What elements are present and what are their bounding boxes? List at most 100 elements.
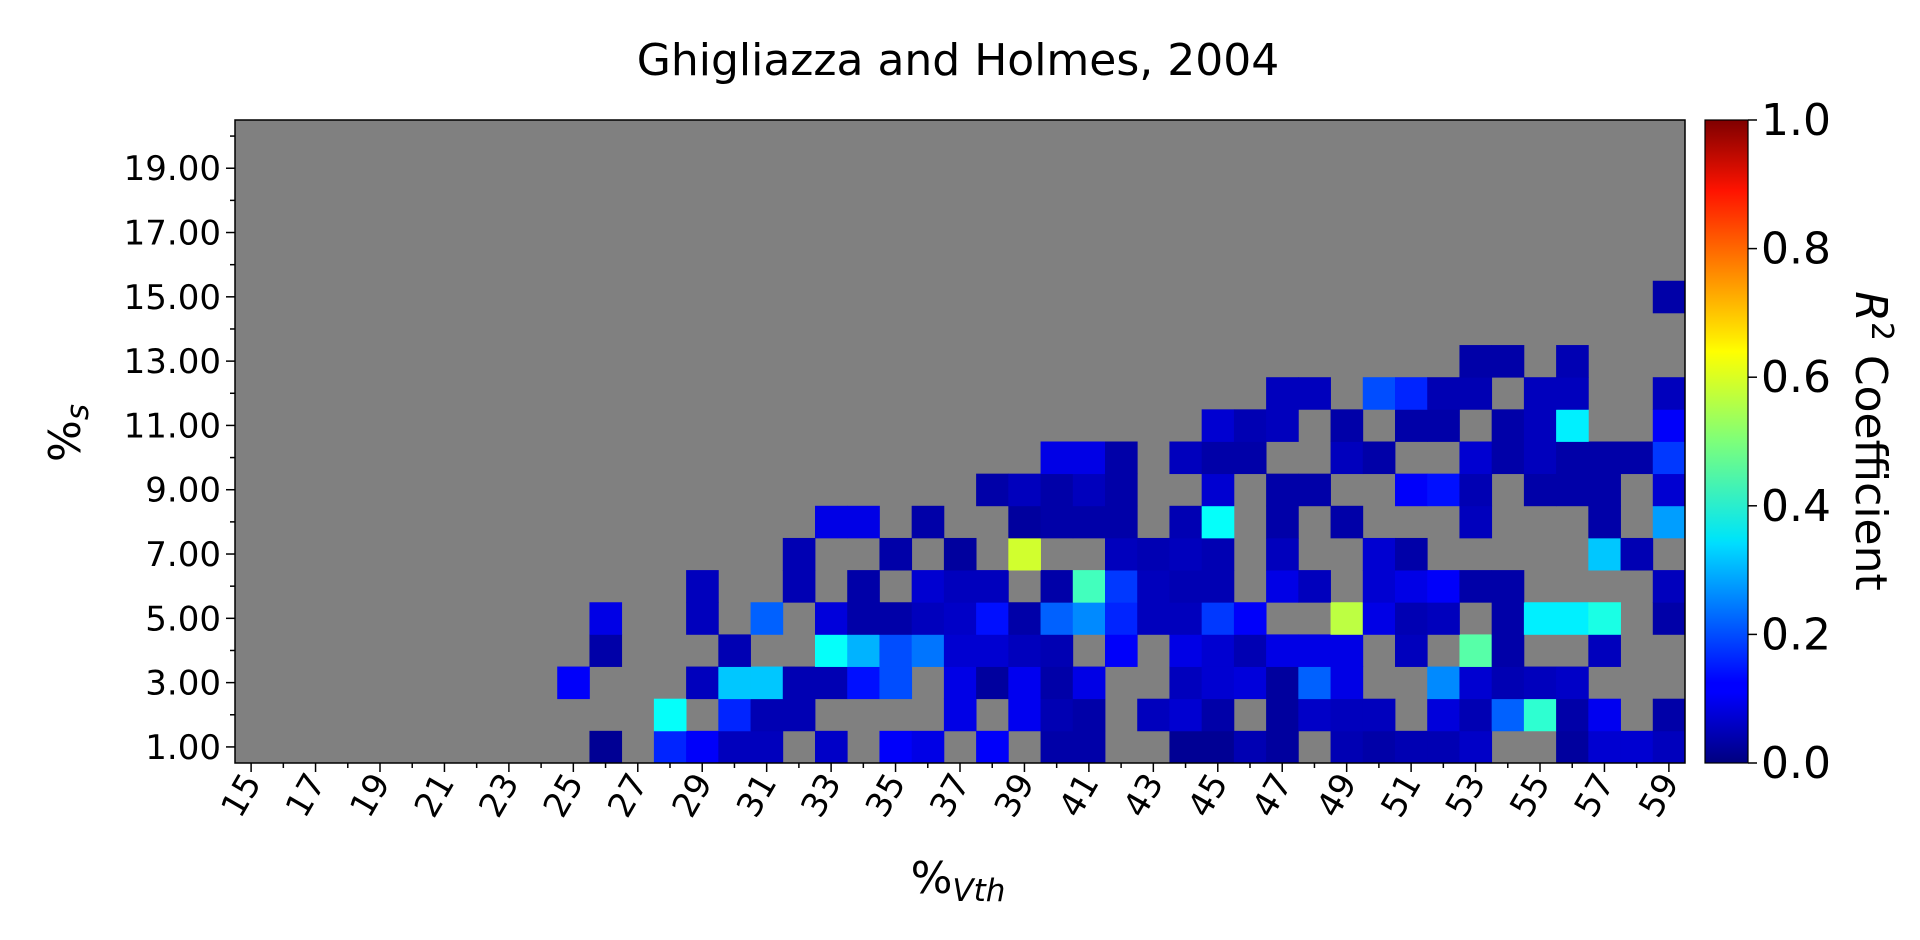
x-tick-label: 43 (1116, 767, 1172, 824)
heatmap-cell (1395, 537, 1428, 571)
heatmap-cell (1072, 602, 1106, 635)
heatmap-cell (1652, 730, 1686, 764)
heatmap-cell (1201, 698, 1235, 732)
heatmap-cell (1298, 634, 1331, 667)
heatmap-cell (782, 570, 816, 603)
heatmap-cell (1523, 602, 1557, 635)
x-tick-label: 35 (858, 767, 914, 824)
heatmap-cell (1201, 666, 1235, 700)
heatmap-cell (1298, 377, 1331, 410)
heatmap-cell (1233, 441, 1267, 475)
heatmap-cell (1491, 409, 1525, 442)
x-tick-label: 53 (1438, 767, 1494, 824)
heatmap-cell (911, 505, 945, 539)
heatmap-cell (718, 634, 751, 667)
heatmap-cell (1588, 634, 1621, 667)
heatmap-cell (1395, 570, 1428, 603)
heatmap-cell (1137, 698, 1170, 732)
x-tick-label: 51 (1373, 767, 1429, 824)
y-tick-label: 17.00 (124, 214, 221, 254)
heatmap-cell (1201, 473, 1235, 507)
heatmap-cell (1427, 377, 1460, 410)
heatmap-cell (943, 698, 977, 732)
heatmap-cell (1427, 473, 1460, 507)
heatmap-cell (1427, 570, 1460, 603)
heatmap-cell (557, 666, 590, 700)
heatmap-cell (1588, 473, 1621, 507)
heatmap-cell (976, 666, 1009, 700)
heatmap-cell (1072, 473, 1106, 507)
heatmap-cell (1620, 730, 1654, 764)
heatmap-cell (1072, 570, 1106, 603)
heatmap-cell (1459, 634, 1493, 667)
heatmap-cell (976, 730, 1009, 764)
heatmap-cell (1556, 345, 1589, 378)
heatmap-cell (1201, 537, 1235, 571)
heatmap-cell (653, 698, 687, 732)
x-tick-label: 57 (1567, 767, 1623, 824)
heatmap-cell (653, 730, 687, 764)
heatmap-cell (1620, 441, 1654, 475)
x-tick-label: 21 (407, 767, 463, 824)
heatmap-cell (976, 602, 1009, 635)
colorbar-tick-label: 0.8 (1761, 224, 1831, 275)
heatmap-cell (686, 602, 719, 635)
heatmap-cell (879, 537, 913, 571)
heatmap-cell (1652, 505, 1686, 539)
y-tick-label: 9.00 (145, 471, 221, 511)
heatmap-cells (557, 280, 1686, 764)
heatmap-cell (750, 730, 784, 764)
heatmap-cell (1523, 377, 1557, 410)
x-tick-label: 23 (471, 767, 527, 824)
heatmap-cell (1105, 537, 1138, 571)
heatmap-cell (1362, 377, 1396, 410)
x-tick-label: 33 (793, 767, 849, 824)
heatmap-cell (1491, 602, 1525, 635)
heatmap-cell (1137, 570, 1170, 603)
heatmap-cell (1233, 602, 1267, 635)
heatmap-cell (1330, 505, 1364, 539)
heatmap-cell (1008, 666, 1041, 700)
heatmap-cell (1008, 505, 1041, 539)
heatmap-cell (1362, 698, 1396, 732)
heatmap-cell (976, 634, 1009, 667)
heatmap-cell (686, 570, 719, 603)
heatmap-cell (879, 730, 913, 764)
x-axis: 15 17 19 21 23 25 27 29 31 33 35 37 39 41 43 45 47 49 51 53… (213, 763, 1687, 824)
heatmap-cell (1008, 537, 1041, 571)
heatmap-cell (1523, 666, 1557, 700)
colorbar-tick-label: 0.0 (1761, 738, 1831, 789)
colorbar-tick-label: 0.6 (1761, 352, 1831, 403)
heatmap-cell (1330, 602, 1364, 635)
heatmap-cell (750, 602, 784, 635)
heatmap-cell (1201, 634, 1235, 667)
heatmap-cell (847, 602, 880, 635)
heatmap-cell (1523, 409, 1557, 442)
heatmap-cell (1491, 666, 1525, 700)
heatmap-cell (1588, 537, 1621, 571)
heatmap-cell (750, 666, 784, 700)
heatmap-cell (1395, 730, 1428, 764)
heatmap-cell (1008, 602, 1041, 635)
heatmap-cell (1040, 473, 1074, 507)
heatmap-cell (911, 730, 945, 764)
heatmap-cell (1588, 505, 1621, 539)
colorbar-gradient (1704, 119, 1749, 764)
heatmap-cell (1040, 730, 1074, 764)
heatmap-cell (1072, 698, 1106, 732)
heatmap-cell (1169, 602, 1203, 635)
heatmap-cell (976, 473, 1009, 507)
plot-area (234, 119, 1686, 764)
heatmap-cell (1040, 634, 1074, 667)
heatmap-cell (1427, 666, 1460, 700)
heatmap-cell (589, 634, 623, 667)
heatmap-cell (847, 505, 880, 539)
x-tick-label: 31 (729, 767, 785, 824)
heatmap-cell (1201, 730, 1235, 764)
heatmap-cell (1137, 537, 1170, 571)
heatmap-cell (1330, 441, 1364, 475)
heatmap-cell (1362, 602, 1396, 635)
y-tick-label: 3.00 (145, 664, 221, 704)
heatmap-cell (1040, 698, 1074, 732)
heatmap-cell (589, 602, 623, 635)
